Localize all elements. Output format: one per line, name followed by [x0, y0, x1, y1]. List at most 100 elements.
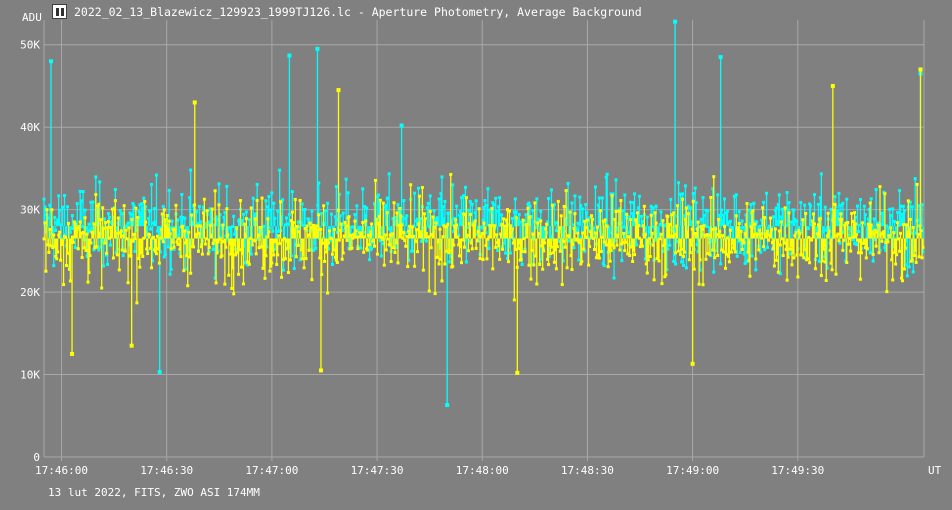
data-point: [246, 249, 250, 253]
data-point: [763, 248, 767, 252]
data-point: [612, 246, 616, 250]
data-point: [628, 254, 632, 258]
data-point: [625, 212, 629, 216]
data-point: [318, 236, 322, 240]
data-point: [376, 222, 380, 226]
data-point: [105, 253, 109, 257]
data-point: [457, 243, 461, 247]
data-point: [630, 245, 634, 249]
data-point: [448, 260, 452, 264]
data-point: [149, 227, 153, 231]
data-point: [696, 220, 700, 224]
data-point: [486, 187, 490, 191]
data-point: [149, 246, 153, 250]
data-point: [107, 219, 111, 223]
data-point: [135, 301, 139, 305]
data-point: [132, 204, 136, 208]
data-point: [869, 197, 873, 201]
y-tick-label: 40K: [20, 121, 40, 134]
data-point: [658, 223, 662, 227]
data-point: [89, 200, 93, 204]
data-point: [650, 231, 654, 235]
data-point: [741, 226, 745, 230]
data-point: [669, 234, 673, 238]
data-point: [87, 222, 91, 226]
data-point: [85, 254, 89, 258]
data-point: [298, 198, 302, 202]
data-point: [254, 212, 258, 216]
data-point: [207, 249, 211, 253]
data-point: [575, 228, 579, 232]
data-point: [188, 196, 192, 200]
data-point: [271, 249, 275, 253]
data-point: [130, 218, 134, 222]
data-point: [816, 202, 820, 206]
data-point: [837, 239, 841, 243]
data-point: [170, 219, 174, 223]
data-point: [483, 226, 487, 230]
outlier-point: [690, 361, 695, 366]
data-point: [445, 249, 449, 253]
data-point: [913, 248, 917, 252]
data-point: [719, 262, 723, 266]
data-point: [909, 231, 913, 235]
data-point: [319, 227, 323, 231]
data-point: [615, 243, 619, 247]
data-point: [277, 234, 281, 238]
data-point: [848, 236, 852, 240]
data-point: [119, 229, 123, 233]
data-point: [84, 248, 88, 252]
data-point: [143, 199, 147, 203]
data-point: [512, 210, 516, 214]
data-point: [776, 270, 780, 274]
data-point: [698, 268, 702, 272]
data-point: [273, 238, 277, 242]
data-point: [334, 185, 338, 189]
data-point: [565, 266, 569, 270]
data-point: [626, 252, 630, 256]
data-point: [908, 217, 912, 221]
data-point: [392, 201, 396, 205]
data-point: [152, 248, 156, 252]
y-tick-label: 20K: [20, 286, 40, 299]
data-point: [724, 211, 728, 215]
data-point: [298, 258, 302, 262]
data-point: [236, 251, 240, 255]
data-point: [131, 239, 135, 243]
data-point: [806, 257, 810, 261]
data-point: [58, 208, 62, 212]
data-point: [407, 229, 411, 233]
data-point: [71, 240, 75, 244]
data-point: [527, 263, 531, 267]
data-point: [421, 268, 425, 272]
data-point: [629, 200, 633, 204]
data-point: [61, 242, 65, 246]
data-point: [446, 222, 450, 226]
data-point: [182, 233, 186, 237]
data-point: [627, 235, 631, 239]
data-point: [808, 202, 812, 206]
data-point: [900, 276, 904, 280]
data-point: [397, 209, 401, 213]
data-point: [510, 227, 514, 231]
data-point: [378, 239, 382, 243]
data-point: [87, 271, 91, 275]
data-point: [553, 221, 557, 225]
data-point: [108, 226, 112, 230]
data-point: [478, 257, 482, 261]
data-point: [906, 199, 910, 203]
data-point: [372, 238, 376, 242]
data-point: [790, 263, 794, 267]
data-point: [774, 206, 778, 210]
data-point: [514, 210, 518, 214]
data-point: [602, 264, 606, 268]
data-point: [410, 234, 414, 238]
data-point: [141, 206, 145, 210]
data-point: [47, 250, 51, 254]
data-point: [137, 256, 141, 260]
data-point: [391, 246, 395, 250]
data-point: [326, 201, 330, 205]
data-point: [102, 264, 106, 268]
data-point: [497, 244, 501, 248]
data-point: [161, 204, 165, 208]
